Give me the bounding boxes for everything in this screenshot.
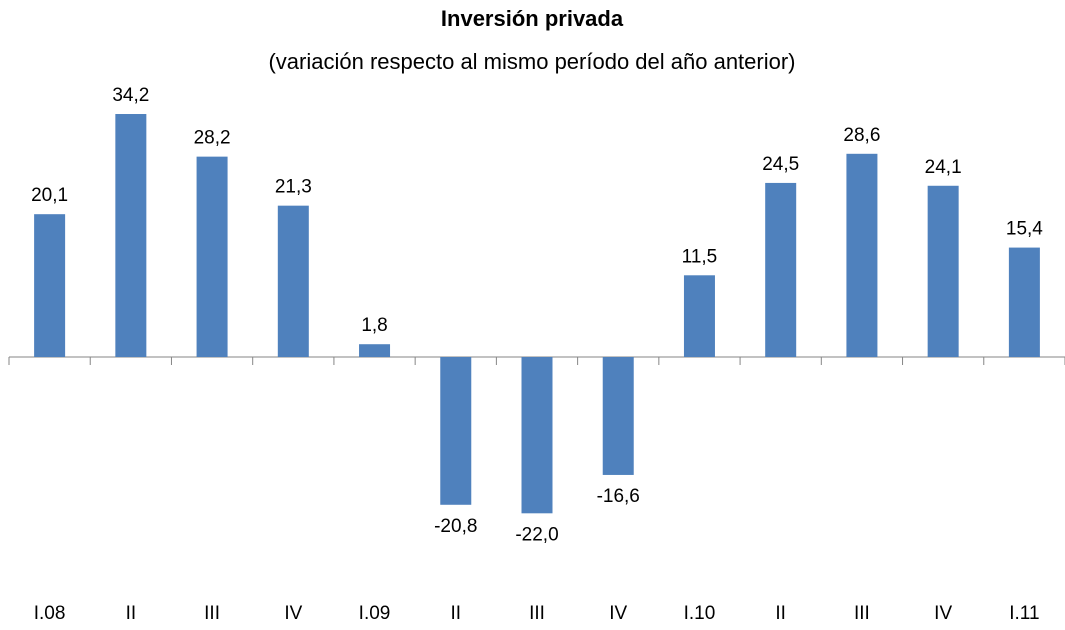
bar: [196, 156, 228, 357]
bar: [846, 153, 878, 357]
bar: [521, 357, 553, 514]
x-tick-label: IV: [284, 603, 302, 624]
x-tick-label: III: [204, 603, 220, 624]
bar: [683, 275, 715, 357]
bar: [440, 357, 472, 505]
data-label: -16,6: [597, 486, 640, 507]
x-tick-label: IV: [609, 603, 627, 624]
data-label: -20,8: [434, 516, 477, 537]
bar: [115, 114, 147, 357]
x-tick-label: I.10: [684, 603, 716, 624]
data-label: 21,3: [275, 177, 312, 198]
data-label: 15,4: [1006, 219, 1043, 240]
bar: [34, 214, 66, 357]
data-label: 24,5: [762, 154, 799, 175]
data-label: 20,1: [31, 185, 68, 206]
bar: [1008, 247, 1040, 357]
data-label: 24,1: [925, 157, 962, 178]
data-label: 28,6: [843, 125, 880, 146]
x-tick-label: I.11: [1009, 603, 1039, 624]
x-tick-label: II: [126, 603, 137, 624]
x-tick-label: III: [529, 603, 545, 624]
x-tick-label: I.09: [359, 603, 391, 624]
data-label: 34,2: [112, 85, 149, 106]
chart-subtitle: (variación respecto al mismo período del…: [268, 49, 795, 74]
x-tick-label: IV: [934, 603, 952, 624]
bar: [277, 205, 309, 357]
bar: [359, 344, 391, 357]
x-tick-label: II: [775, 603, 786, 624]
data-label: 28,2: [194, 128, 231, 149]
bar: [765, 182, 797, 357]
bar: [927, 185, 959, 357]
data-label: 11,5: [682, 246, 718, 267]
x-tick-label: I.08: [34, 603, 66, 624]
bar: [602, 357, 634, 475]
data-label: 1,8: [361, 315, 387, 336]
x-tick-label: II: [450, 603, 461, 624]
x-tick-label: III: [854, 603, 870, 624]
chart-title: Inversión privada: [441, 6, 624, 31]
data-label: -22,0: [515, 524, 558, 545]
